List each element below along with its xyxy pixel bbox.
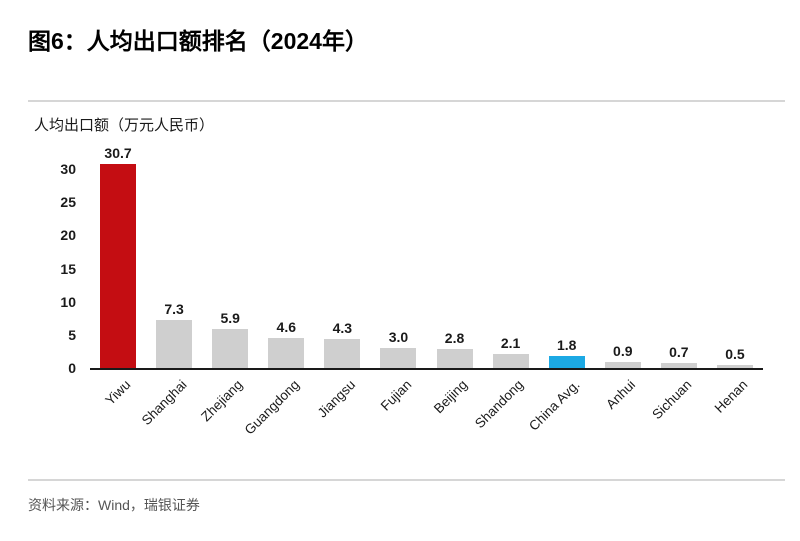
x-label-china-avg: China Avg. bbox=[525, 377, 583, 434]
y-tick-label-30: 30 bbox=[60, 161, 76, 177]
plot-area: 30.7 7.3 5.9 4.6 4.3 3.0 2.8 2.1 1.8 0.9 0.7 0.5 bbox=[90, 145, 763, 368]
value-label-zhejiang: 5.9 bbox=[220, 309, 240, 326]
value-label-beijing: 2.8 bbox=[444, 330, 465, 347]
bar-slot-shanghai: 7.3 bbox=[146, 145, 202, 368]
x-label-zhejiang: Zhejiang bbox=[198, 377, 246, 425]
bar-yiwu bbox=[100, 164, 137, 368]
bar-jiangsu bbox=[324, 339, 361, 368]
figure-title: 图6：人均出口额排名（2024年） bbox=[28, 28, 368, 54]
bar-slot-anhui: 0.9 bbox=[595, 145, 651, 368]
value-label-sichuan: 0.7 bbox=[669, 344, 689, 361]
top-divider bbox=[28, 100, 785, 102]
x-label-shanghai: Shanghai bbox=[138, 377, 190, 428]
x-label-beijing: Beijing bbox=[430, 377, 471, 417]
bar-slot-shandong: 2.1 bbox=[483, 145, 539, 368]
bar-fujian bbox=[380, 348, 417, 368]
bar-zhejiang bbox=[212, 328, 249, 368]
bar-slot-jiangsu: 4.3 bbox=[314, 145, 370, 368]
value-label-shanghai: 7.3 bbox=[164, 300, 184, 317]
x-label-yiwu: Yiwu bbox=[102, 377, 134, 408]
bar-slot-beijing: 2.8 bbox=[427, 145, 483, 368]
bar-slot-henan: 0.5 bbox=[707, 145, 763, 368]
x-label-henan: Henan bbox=[711, 377, 751, 416]
bar-slot-guangdong: 4.6 bbox=[258, 145, 314, 368]
bottom-divider bbox=[28, 479, 785, 481]
bar-slot-zhejiang: 5.9 bbox=[202, 145, 258, 368]
y-tick-label-25: 25 bbox=[60, 194, 76, 211]
x-label-guangdong: Guangdong bbox=[241, 377, 302, 438]
y-tick-label-15: 15 bbox=[60, 260, 76, 277]
bar-slot-fujian: 3.0 bbox=[370, 145, 426, 368]
x-label-shandong: Shandong bbox=[472, 377, 527, 432]
value-label-shandong: 2.1 bbox=[500, 335, 521, 352]
x-label-fujian: Fujian bbox=[377, 377, 415, 414]
value-label-guangdong: 4.6 bbox=[276, 318, 297, 335]
bar-slot-sichuan: 0.7 bbox=[651, 145, 707, 368]
y-tick-label-20: 20 bbox=[60, 227, 76, 244]
value-label-henan: 0.5 bbox=[725, 345, 745, 362]
x-label-jiangsu: Jiangsu bbox=[314, 377, 358, 421]
y-tick-label-10: 10 bbox=[60, 293, 76, 310]
bar-anhui bbox=[604, 362, 641, 368]
bar-sichuan bbox=[660, 363, 697, 368]
y-tick-label-5: 5 bbox=[68, 326, 76, 343]
bar-china-avg bbox=[548, 356, 585, 368]
source-note: 资料来源：Wind，瑞银证券 bbox=[28, 497, 200, 513]
value-label-anhui: 0.9 bbox=[613, 343, 633, 360]
value-label-china-avg: 1.8 bbox=[556, 337, 577, 354]
bar-shanghai bbox=[156, 319, 193, 368]
bar-slot-yiwu: 30.7 bbox=[90, 145, 146, 368]
bar-shandong bbox=[492, 354, 529, 368]
value-label-jiangsu: 4.3 bbox=[332, 320, 353, 337]
x-label-anhui: Anhui bbox=[603, 377, 639, 413]
y-axis-title: 人均出口额（万元人民币） bbox=[34, 117, 215, 134]
x-label-sichuan: Sichuan bbox=[649, 377, 695, 423]
x-axis-line bbox=[90, 368, 763, 370]
bar-henan bbox=[716, 364, 753, 368]
value-label-fujian: 3.0 bbox=[388, 329, 409, 346]
value-label-yiwu: 30.7 bbox=[104, 145, 132, 162]
bar-slot-china-avg: 1.8 bbox=[539, 145, 595, 368]
y-tick-label-0: 0 bbox=[68, 360, 76, 376]
bar-beijing bbox=[436, 349, 473, 368]
bar-guangdong bbox=[268, 337, 305, 368]
